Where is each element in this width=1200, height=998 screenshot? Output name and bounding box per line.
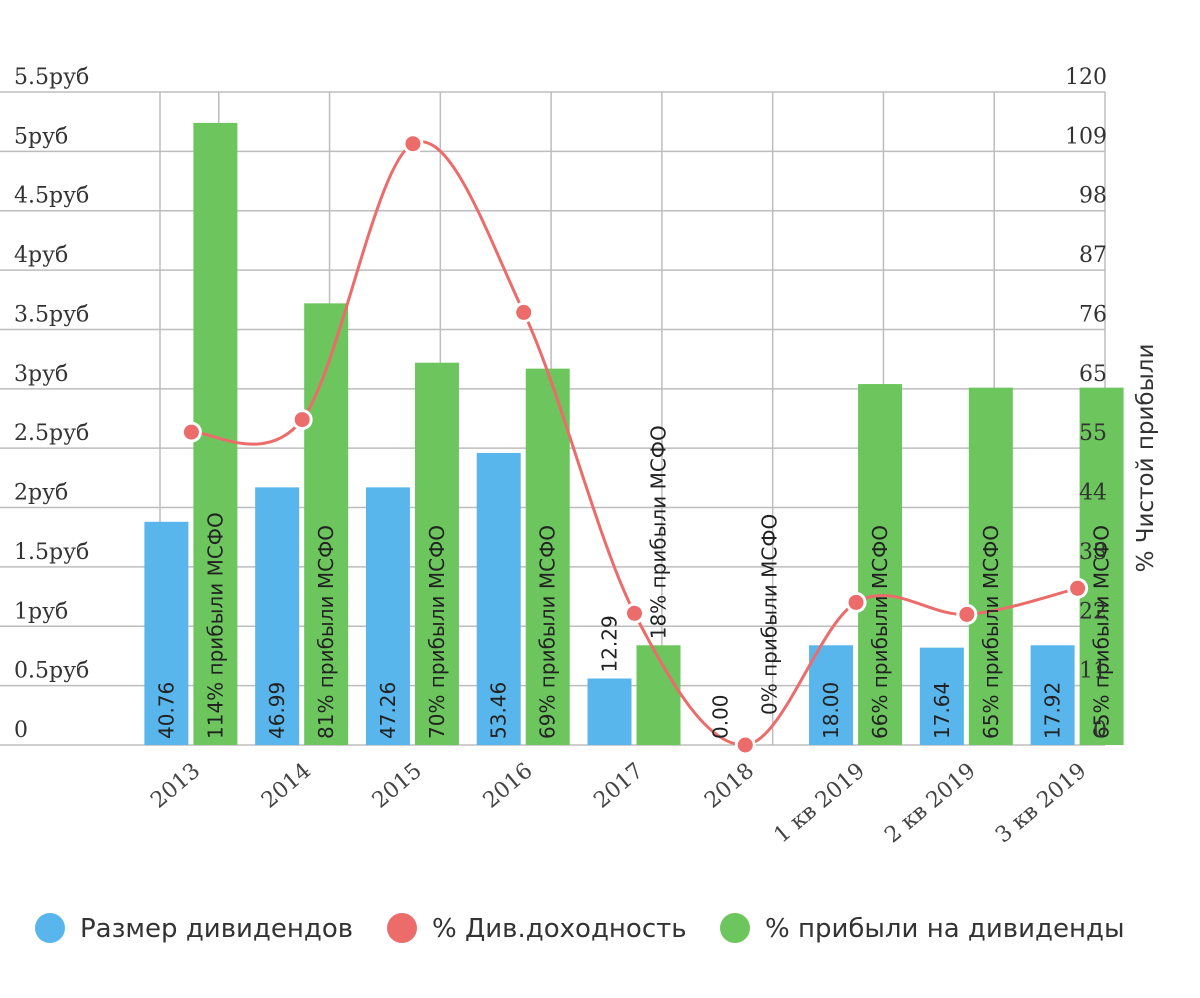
dividend-value-label: 17.92 xyxy=(1041,682,1065,739)
legend-label: % прибыли на дивиденды xyxy=(765,914,1124,944)
dividend-value-label: 17.64 xyxy=(930,682,954,739)
right-tick-label: 87 xyxy=(1079,243,1107,268)
left-tick-label: 3.5руб xyxy=(14,302,89,327)
x-tick-label: 2013 xyxy=(146,758,205,813)
dividend-value-label: 46.99 xyxy=(265,682,289,739)
x-tick-label: 3 кв 2019 xyxy=(991,758,1091,848)
dividend-value-label: 0.00 xyxy=(708,694,732,739)
bars-layer xyxy=(144,122,1124,746)
dividend-value-label: 53.46 xyxy=(487,682,511,739)
right-tick-label: 22 xyxy=(1079,599,1107,624)
yield-point xyxy=(845,591,867,613)
yield-point xyxy=(402,133,424,155)
left-tick-label: 5руб xyxy=(14,124,68,149)
dividend-value-label: 18.00 xyxy=(819,682,843,739)
dividend-bar xyxy=(1030,645,1075,745)
dividend-bar xyxy=(587,678,632,745)
right-tick-label: 109 xyxy=(1065,124,1107,149)
right-tick-label: 76 xyxy=(1079,302,1107,327)
yield-point xyxy=(956,603,978,625)
x-tick-label: 2014 xyxy=(257,758,316,813)
payout-label: 81% прибыли МСФО xyxy=(314,525,338,739)
dividend-value-label: 47.26 xyxy=(376,682,400,739)
payout-bar xyxy=(414,362,459,745)
legend-swatch xyxy=(35,913,65,943)
payout-bar xyxy=(525,368,570,745)
x-tick-label: 2 кв 2019 xyxy=(880,758,980,848)
payout-label: 114% прибыли МСФО xyxy=(203,512,227,739)
right-tick-label: 120 xyxy=(1065,65,1107,90)
right-tick-label: 98 xyxy=(1079,184,1107,209)
payout-label: 70% прибыли МСФО xyxy=(425,525,449,739)
payout-bar xyxy=(1079,387,1124,745)
yield-point xyxy=(513,301,535,323)
right-tick-label: 44 xyxy=(1079,481,1107,506)
dividend-bar xyxy=(476,452,521,745)
bar-labels-layer: 40.76 114% прибыли МСФО 46.99 81% прибыли М… xyxy=(154,425,1113,739)
yield-point xyxy=(734,734,756,756)
payout-label: 66% прибыли МСФО xyxy=(868,525,892,739)
payout-bar xyxy=(304,303,349,745)
yield-line-layer xyxy=(180,133,1089,756)
yield-point xyxy=(291,409,313,431)
yield-point xyxy=(180,421,202,443)
payout-label: 69% прибыли МСФО xyxy=(536,525,560,739)
left-tick-label: 2руб xyxy=(14,481,68,506)
x-tick-label: 2018 xyxy=(700,758,759,813)
payout-bar xyxy=(968,387,1013,745)
x-tick-label: 1 кв 2019 xyxy=(769,758,869,848)
dividend-bar xyxy=(365,487,410,745)
dividend-bar xyxy=(255,487,300,745)
left-tick-label: 5.5руб xyxy=(14,65,89,90)
dividend-value-label: 12.29 xyxy=(598,615,622,672)
dividend-bar xyxy=(809,645,854,745)
legend: Размер дивидендов % Див.доходность % прибы… xyxy=(35,913,1124,944)
right-tick-label: 65 xyxy=(1079,362,1107,387)
payout-label: 0% прибыли МСФО xyxy=(757,514,781,715)
right-tick-label: 11 xyxy=(1079,659,1107,684)
x-tick-label: 2016 xyxy=(479,758,538,813)
dividend-value-label: 40.76 xyxy=(154,682,178,739)
legend-swatch xyxy=(720,913,750,943)
dividend-bar xyxy=(144,521,189,745)
right-tick-label: 0 xyxy=(1093,718,1107,743)
legend-label: Размер дивидендов xyxy=(80,914,353,944)
legend-label: % Див.доходность xyxy=(432,914,687,944)
left-tick-label: 1.5руб xyxy=(14,540,89,565)
yield-point xyxy=(624,602,645,624)
yield-line xyxy=(191,140,1078,747)
right-axis-title: % Чистой прибыли xyxy=(1133,344,1159,573)
left-tick-label: 2.5руб xyxy=(14,421,89,446)
yield-point xyxy=(1067,577,1089,599)
left-tick-label: 4.5руб xyxy=(14,184,89,209)
payout-bar xyxy=(858,384,903,745)
x-tick-label: 2017 xyxy=(589,758,648,813)
left-tick-label: 0 xyxy=(14,718,28,743)
x-tick-label: 2015 xyxy=(368,758,427,813)
payout-bar xyxy=(636,645,681,745)
dividend-bar xyxy=(919,647,964,745)
payout-label: 65% прибыли МСФО xyxy=(1090,525,1114,739)
left-tick-label: 0.5руб xyxy=(14,659,89,684)
payout-label: 18% прибыли МСФО xyxy=(647,425,671,639)
payout-label: 65% прибыли МСФО xyxy=(979,525,1003,739)
left-tick-label: 1руб xyxy=(14,599,68,624)
right-tick-label: 33 xyxy=(1079,540,1107,565)
legend-swatch xyxy=(387,913,417,943)
right-tick-label: 55 xyxy=(1079,421,1107,446)
left-tick-label: 3руб xyxy=(14,362,68,387)
left-tick-label: 4руб xyxy=(14,243,68,268)
